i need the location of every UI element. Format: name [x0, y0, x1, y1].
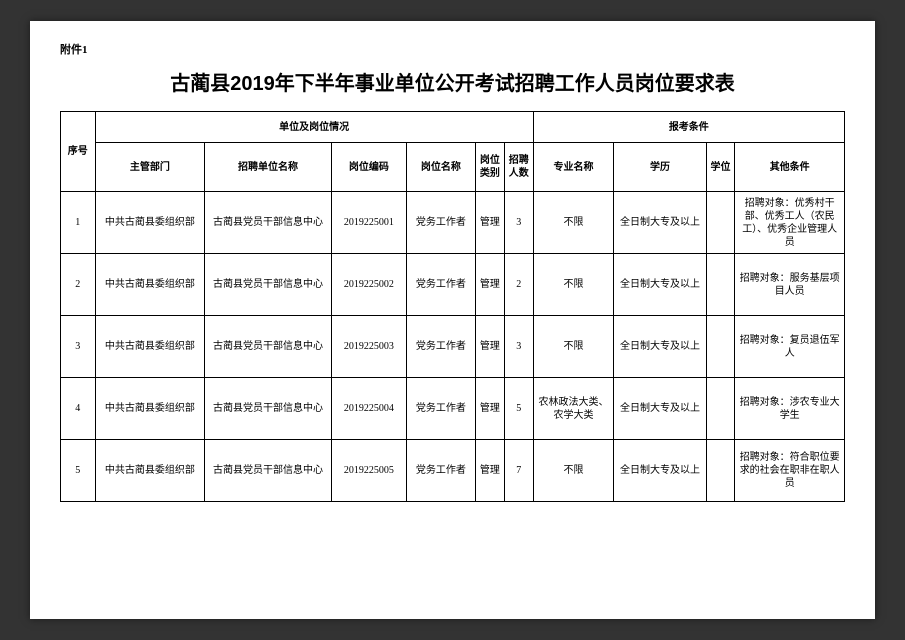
cell-type: 管理	[476, 192, 505, 254]
cell-dept: 中共古蔺县委组织部	[95, 378, 205, 440]
cell-code: 2019225005	[331, 440, 406, 502]
cell-other: 招聘对象：服务基层项目人员	[735, 254, 845, 316]
cell-degree	[706, 316, 735, 378]
cell-code: 2019225003	[331, 316, 406, 378]
table-body: 1中共古蔺县委组织部古蔺县党员干部信息中心2019225001党务工作者管理3不…	[61, 192, 845, 502]
header-edu: 学历	[614, 143, 706, 192]
cell-type: 管理	[476, 254, 505, 316]
cell-position: 党务工作者	[406, 254, 475, 316]
cell-position: 党务工作者	[406, 192, 475, 254]
header-degree: 学位	[706, 143, 735, 192]
cell-major: 不限	[533, 192, 614, 254]
header-apply-section: 报考条件	[533, 112, 844, 143]
cell-other: 招聘对象：涉农专业大学生	[735, 378, 845, 440]
header-num: 招聘人数	[504, 143, 533, 192]
cell-seq: 4	[61, 378, 96, 440]
cell-other: 招聘对象：复员退伍军人	[735, 316, 845, 378]
cell-org: 古蔺县党员干部信息中心	[205, 192, 332, 254]
cell-seq: 1	[61, 192, 96, 254]
cell-major: 不限	[533, 440, 614, 502]
table-row: 3中共古蔺县委组织部古蔺县党员干部信息中心2019225003党务工作者管理3不…	[61, 316, 845, 378]
requirements-table: 序号 单位及岗位情况 报考条件 主管部门 招聘单位名称 岗位编码 岗位名称 岗位…	[60, 111, 845, 502]
cell-edu: 全日制大专及以上	[614, 440, 706, 502]
cell-position: 党务工作者	[406, 316, 475, 378]
attachment-label: 附件1	[60, 41, 845, 57]
cell-type: 管理	[476, 440, 505, 502]
cell-num: 2	[504, 254, 533, 316]
cell-other: 招聘对象：优秀村干部、优秀工人（农民工）、优秀企业管理人员	[735, 192, 845, 254]
header-seq: 序号	[61, 112, 96, 192]
cell-edu: 全日制大专及以上	[614, 192, 706, 254]
cell-degree	[706, 378, 735, 440]
document-page: 附件1 古蔺县2019年下半年事业单位公开考试招聘工作人员岗位要求表 序号 单位…	[30, 21, 875, 619]
cell-degree	[706, 192, 735, 254]
cell-org: 古蔺县党员干部信息中心	[205, 316, 332, 378]
table-row: 1中共古蔺县委组织部古蔺县党员干部信息中心2019225001党务工作者管理3不…	[61, 192, 845, 254]
cell-seq: 2	[61, 254, 96, 316]
cell-position: 党务工作者	[406, 378, 475, 440]
header-org: 招聘单位名称	[205, 143, 332, 192]
cell-seq: 5	[61, 440, 96, 502]
cell-num: 3	[504, 316, 533, 378]
cell-org: 古蔺县党员干部信息中心	[205, 378, 332, 440]
cell-major: 农林政法大类、农学大类	[533, 378, 614, 440]
cell-code: 2019225002	[331, 254, 406, 316]
cell-degree	[706, 254, 735, 316]
header-unit-section: 单位及岗位情况	[95, 112, 533, 143]
cell-seq: 3	[61, 316, 96, 378]
header-major: 专业名称	[533, 143, 614, 192]
cell-dept: 中共古蔺县委组织部	[95, 254, 205, 316]
cell-edu: 全日制大专及以上	[614, 316, 706, 378]
cell-major: 不限	[533, 316, 614, 378]
cell-code: 2019225001	[331, 192, 406, 254]
cell-org: 古蔺县党员干部信息中心	[205, 440, 332, 502]
table-row: 4中共古蔺县委组织部古蔺县党员干部信息中心2019225004党务工作者管理5农…	[61, 378, 845, 440]
header-dept: 主管部门	[95, 143, 205, 192]
cell-type: 管理	[476, 378, 505, 440]
cell-degree	[706, 440, 735, 502]
header-code: 岗位编码	[331, 143, 406, 192]
table-row: 2中共古蔺县委组织部古蔺县党员干部信息中心2019225002党务工作者管理2不…	[61, 254, 845, 316]
header-other: 其他条件	[735, 143, 845, 192]
cell-num: 7	[504, 440, 533, 502]
header-type: 岗位类别	[476, 143, 505, 192]
cell-code: 2019225004	[331, 378, 406, 440]
cell-edu: 全日制大专及以上	[614, 378, 706, 440]
header-position: 岗位名称	[406, 143, 475, 192]
cell-dept: 中共古蔺县委组织部	[95, 316, 205, 378]
cell-edu: 全日制大专及以上	[614, 254, 706, 316]
cell-dept: 中共古蔺县委组织部	[95, 440, 205, 502]
cell-position: 党务工作者	[406, 440, 475, 502]
cell-other: 招聘对象：符合职位要求的社会在职非在职人员	[735, 440, 845, 502]
document-title: 古蔺县2019年下半年事业单位公开考试招聘工作人员岗位要求表	[60, 67, 845, 96]
cell-org: 古蔺县党员干部信息中心	[205, 254, 332, 316]
cell-num: 3	[504, 192, 533, 254]
cell-major: 不限	[533, 254, 614, 316]
cell-dept: 中共古蔺县委组织部	[95, 192, 205, 254]
cell-num: 5	[504, 378, 533, 440]
table-row: 5中共古蔺县委组织部古蔺县党员干部信息中心2019225005党务工作者管理7不…	[61, 440, 845, 502]
cell-type: 管理	[476, 316, 505, 378]
